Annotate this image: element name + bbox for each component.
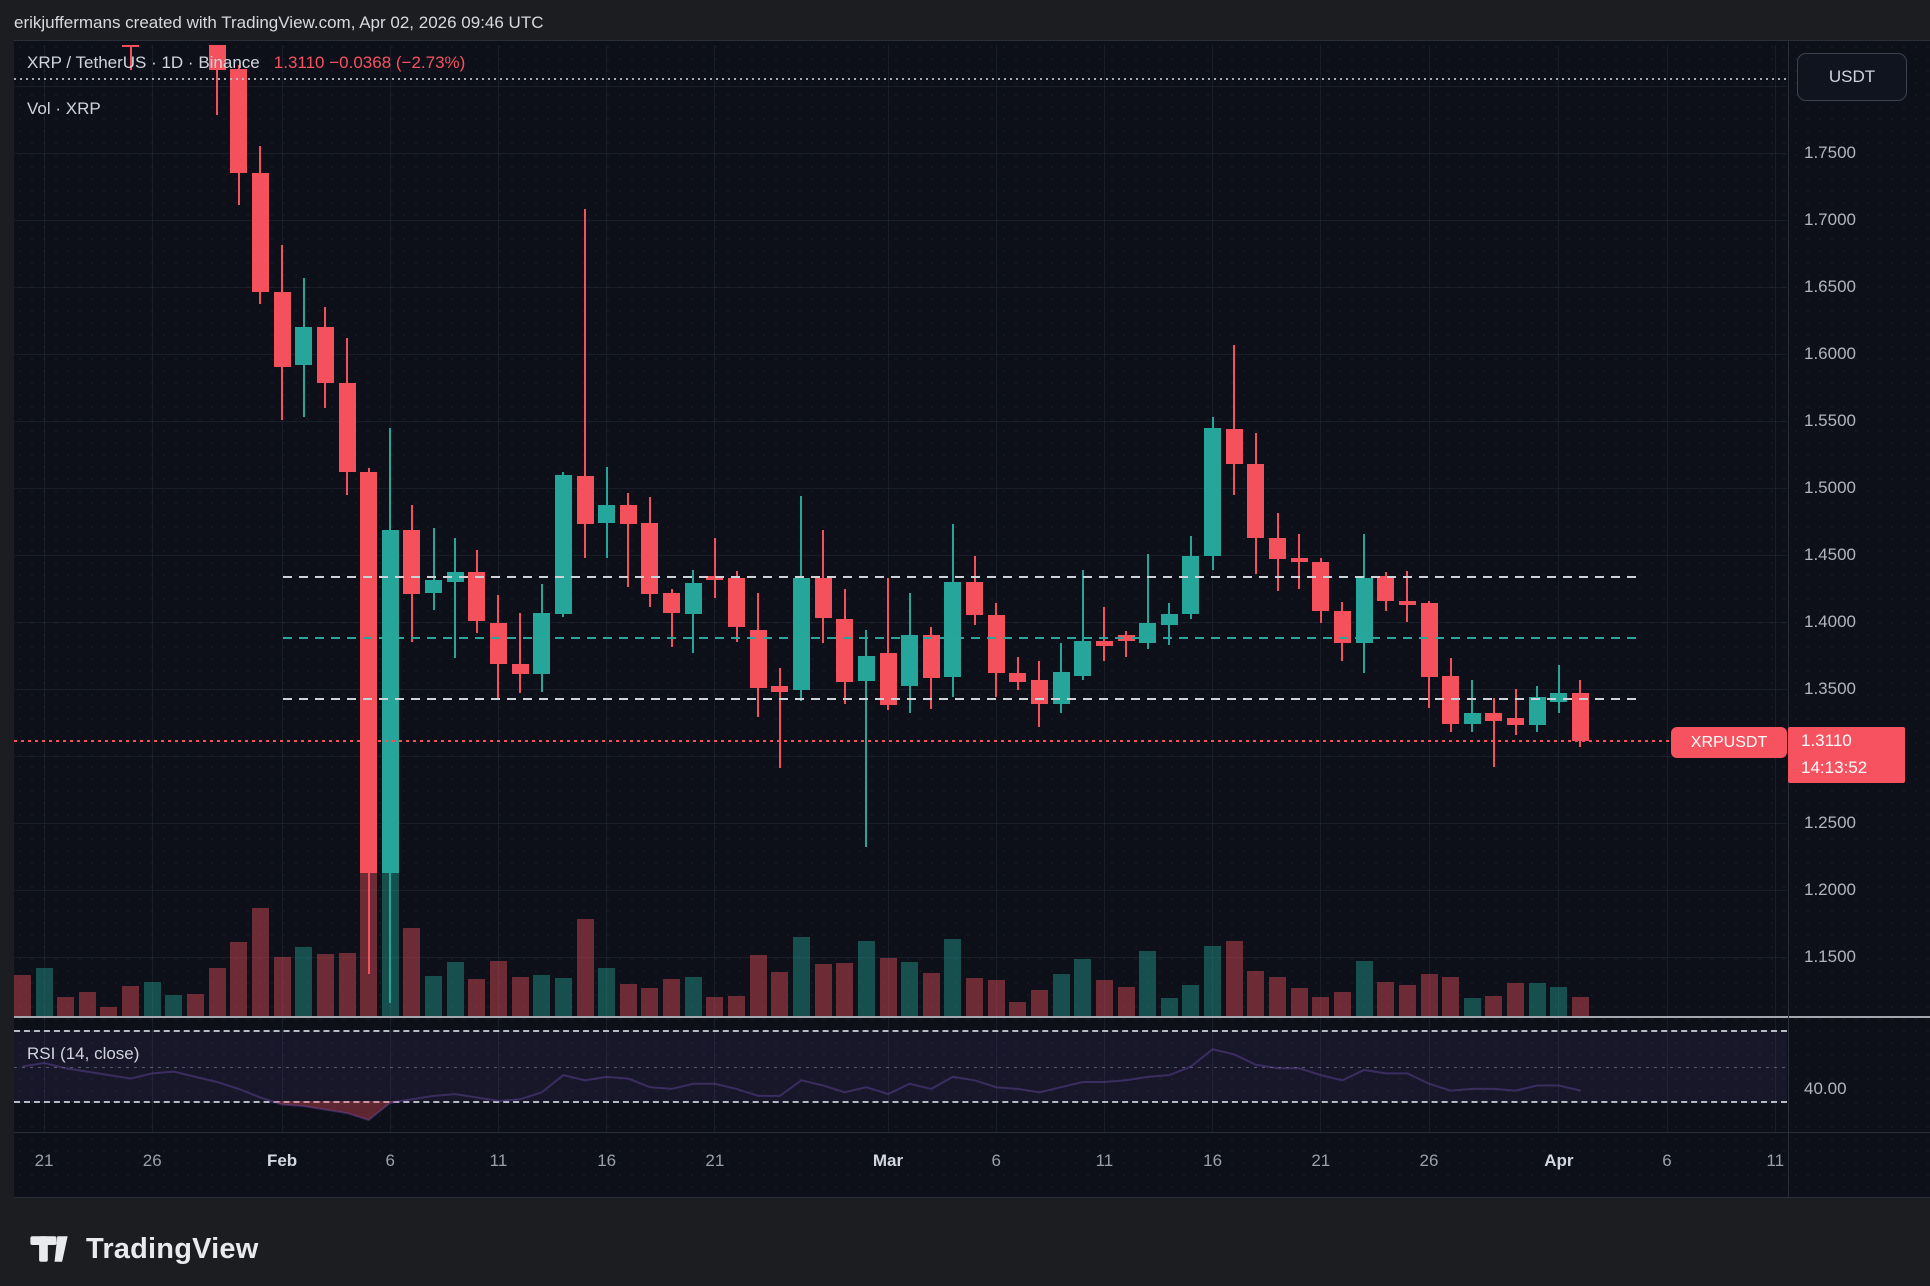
time-axis-label: 6	[991, 1151, 1001, 1170]
price-axis-label: 1.6500	[1804, 277, 1856, 296]
time-axis-label: 6	[385, 1151, 395, 1170]
price-axis-label: 1.7000	[1804, 210, 1856, 229]
symbol-tag-label: XRPUSDT	[1690, 733, 1768, 751]
price-axis-label: 1.5000	[1804, 478, 1856, 497]
chart-panel	[14, 40, 1930, 1198]
price-axis-label: 1.5500	[1804, 411, 1856, 430]
price-axis-label: 1.1500	[1804, 947, 1856, 966]
time-axis-label: 26	[1419, 1151, 1439, 1170]
panel-bottom-border	[14, 1197, 1930, 1198]
current-price-value: 1.3110	[1801, 731, 1852, 750]
time-axis-label: 26	[142, 1151, 162, 1170]
rsi-pane[interactable]	[14, 1019, 1787, 1132]
time-axis-label: 21	[1311, 1151, 1331, 1170]
current-price-line	[14, 740, 1671, 742]
price-axis-label: 1.7500	[1804, 143, 1856, 162]
rsi-indicator-label[interactable]: RSI (14, close)	[27, 1044, 140, 1063]
volume-legend[interactable]: Vol · XRP	[27, 99, 101, 118]
price-axis-label: 1.4500	[1804, 545, 1856, 564]
time-axis-label: 6	[1662, 1151, 1672, 1170]
time-axis-label: 16	[1203, 1151, 1223, 1170]
candle-countdown-timer: 14:13:52	[1801, 758, 1868, 777]
price-axis-label: 1.4000	[1804, 612, 1856, 631]
symbol-description: XRP / TetherUS · 1D · Binance	[27, 53, 260, 72]
currency-label: USDT	[1828, 67, 1876, 86]
time-axis-label: Feb	[266, 1151, 298, 1170]
symbol-legend[interactable]: XRP / TetherUS · 1D · Binance 1.3110 −0.0…	[27, 53, 465, 73]
candlestick-chart[interactable]	[14, 45, 1787, 1017]
price-axis-label: 1.2500	[1804, 813, 1856, 832]
tradingview-wordmark: TradingView	[86, 1232, 259, 1265]
price-scale-border	[1788, 40, 1789, 1197]
time-axis-label: Apr	[1544, 1151, 1574, 1170]
rsi-axis-label: 40.00	[1804, 1079, 1847, 1098]
time-axis-label: 11	[1766, 1151, 1785, 1170]
time-axis-label: Mar	[872, 1151, 904, 1170]
tradingview-logo[interactable]: TradingView	[28, 1226, 259, 1272]
price-axis-label: 1.3500	[1804, 679, 1856, 698]
time-axis-border	[14, 1132, 1930, 1133]
price-axis-label: 1.2000	[1804, 880, 1856, 899]
time-axis-label: 11	[489, 1151, 508, 1170]
time-axis-label: 21	[34, 1151, 54, 1170]
currency-toggle-button[interactable]: USDT	[1797, 53, 1907, 101]
tradingview-logo-icon	[28, 1226, 74, 1272]
time-axis-label: 11	[1095, 1151, 1114, 1170]
current-price-tag: 1.3110 14:13:52	[1788, 727, 1905, 783]
pane-separator[interactable]	[14, 1016, 1930, 1018]
attribution-title: erikjuffermans created with TradingView.…	[14, 13, 544, 32]
legend-last-price: 1.3110 −0.0368 (−2.73%)	[273, 53, 466, 72]
time-axis-label: 21	[705, 1151, 725, 1170]
time-axis-label: 16	[597, 1151, 617, 1170]
symbol-price-tag: XRPUSDT	[1671, 727, 1787, 758]
price-axis-label: 1.6000	[1804, 344, 1856, 363]
